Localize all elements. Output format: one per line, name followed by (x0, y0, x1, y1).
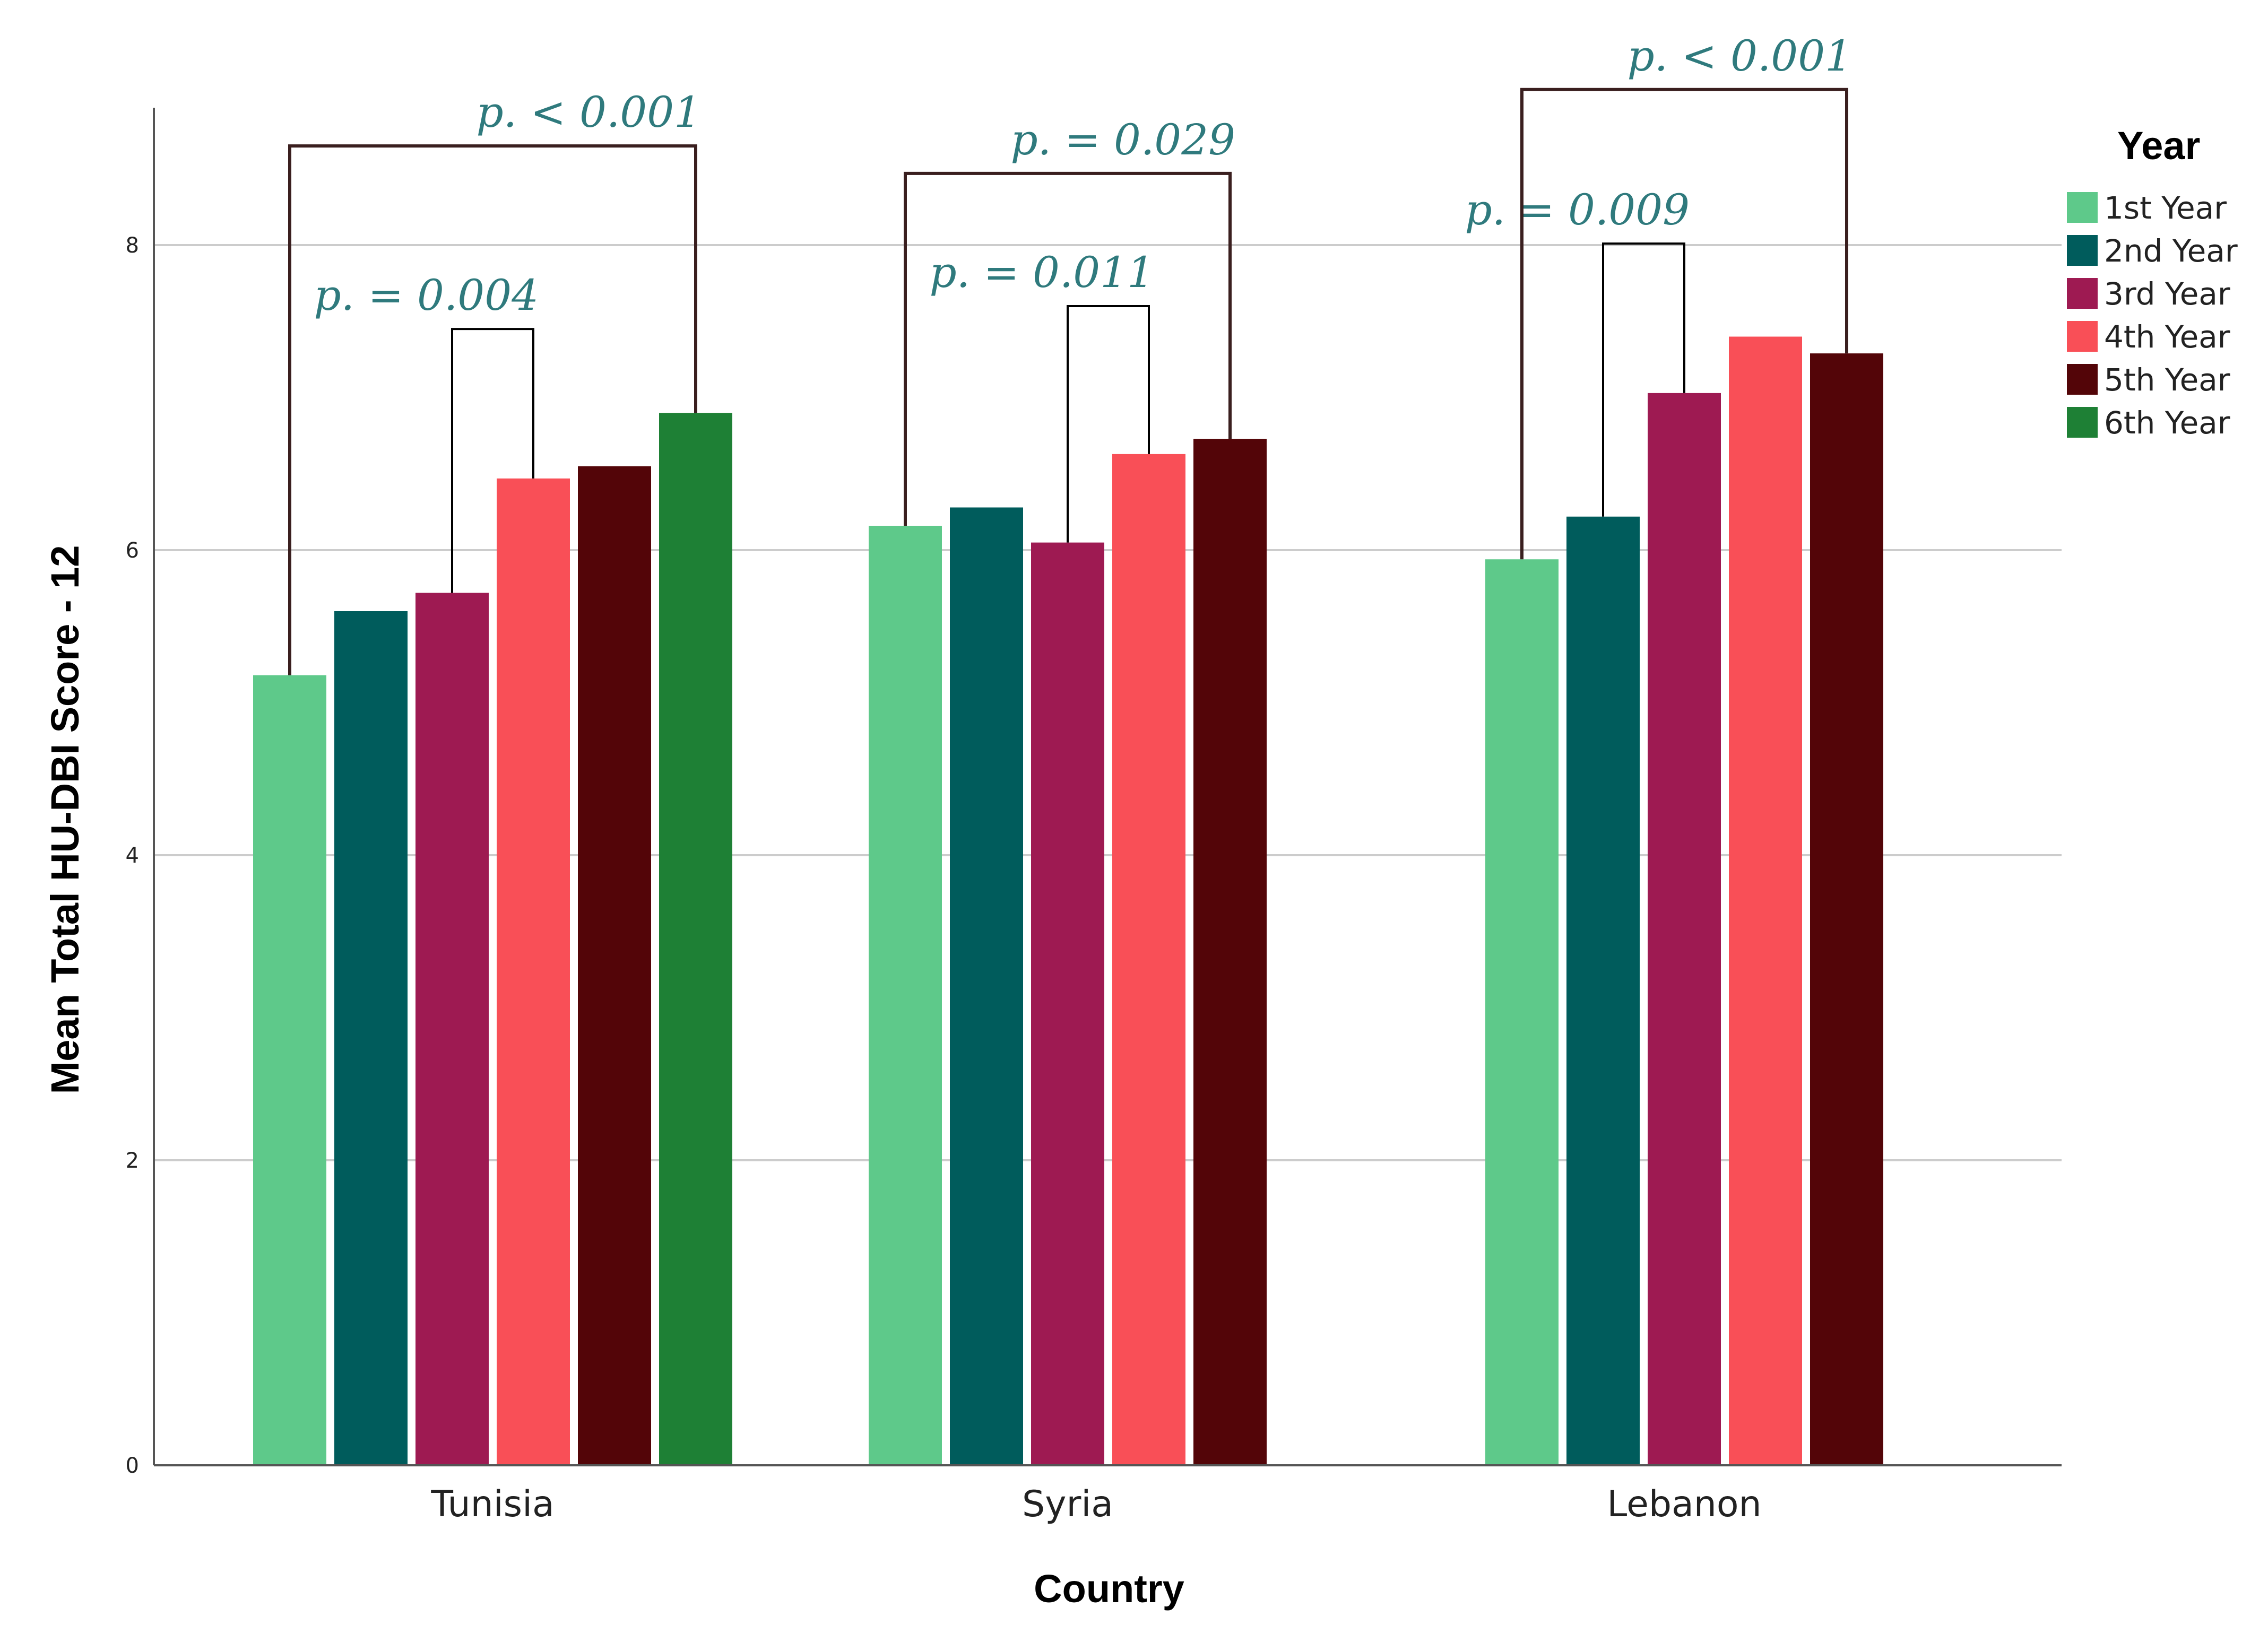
legend-label: 5th Year (2104, 362, 2230, 398)
x-tick-label: Lebanon (1607, 1483, 1761, 1525)
legend-label: 4th Year (2104, 319, 2230, 355)
legend-label: 2nd Year (2104, 233, 2238, 269)
y-tick-label: 6 (126, 538, 139, 563)
bar (415, 593, 489, 1465)
legend-swatch (2067, 407, 2098, 438)
legend-swatch (2067, 364, 2098, 395)
p-value-label: p. = 0.004 (314, 271, 539, 320)
bar (1810, 353, 1883, 1465)
p-value-label: p. = 0.029 (1010, 115, 1235, 164)
bar (578, 466, 651, 1465)
bar (950, 507, 1023, 1465)
significance-bracket (288, 144, 697, 675)
bars (253, 336, 1883, 1465)
bar (1193, 439, 1267, 1465)
bar (1729, 336, 1802, 1465)
significance-bracket (451, 328, 534, 593)
x-tick-label: Syria (1022, 1483, 1113, 1525)
bar (869, 526, 942, 1465)
significance-bracket (1602, 242, 1685, 517)
bar (253, 675, 326, 1465)
p-value-label: p. < 0.001 (476, 88, 701, 137)
significance-bracket (1520, 88, 1848, 560)
y-tick-label: 2 (126, 1149, 139, 1173)
y-tick-label: 0 (126, 1454, 139, 1478)
x-tick-label: Tunisia (430, 1483, 554, 1525)
bar (1648, 393, 1721, 1465)
p-value-label: p. = 0.011 (929, 248, 1154, 297)
legend-label: 1st Year (2104, 190, 2227, 226)
x-axis-title: Country (1034, 1567, 1184, 1611)
legend-label: 3rd Year (2104, 276, 2230, 312)
legend: Year 1st Year 2nd Year 3rd Year 4th Year 5th … (2067, 124, 2238, 441)
bar (1485, 559, 1559, 1465)
y-tick-label: 8 (126, 233, 139, 258)
bar (497, 478, 570, 1465)
y-tick-label: 4 (126, 844, 139, 868)
bar (659, 413, 732, 1465)
significance-bracket (904, 171, 1232, 526)
bar (1031, 542, 1104, 1465)
y-axis-title: Mean Total HU-DBI Score - 12 (43, 545, 87, 1094)
legend-swatch (2067, 192, 2098, 223)
legend-title: Year (2117, 124, 2200, 168)
bar (1112, 454, 1185, 1465)
p-value-label: p. = 0.009 (1465, 185, 1690, 234)
legend-swatch (2067, 321, 2098, 352)
p-value-label: p. < 0.001 (1627, 31, 1852, 81)
legend-label: 6th Year (2104, 405, 2230, 441)
legend-swatch (2067, 278, 2098, 309)
axes: 0 2 4 6 8 Tunisia Syria Lebanon (126, 108, 2062, 1525)
significance-annotations: p. < 0.001 p. = 0.004 p. = 0.029 p. = 0.011… (288, 31, 1852, 675)
bar (1566, 516, 1640, 1465)
significance-bracket (1067, 305, 1150, 543)
bar (334, 611, 408, 1465)
legend-swatch (2067, 235, 2098, 266)
